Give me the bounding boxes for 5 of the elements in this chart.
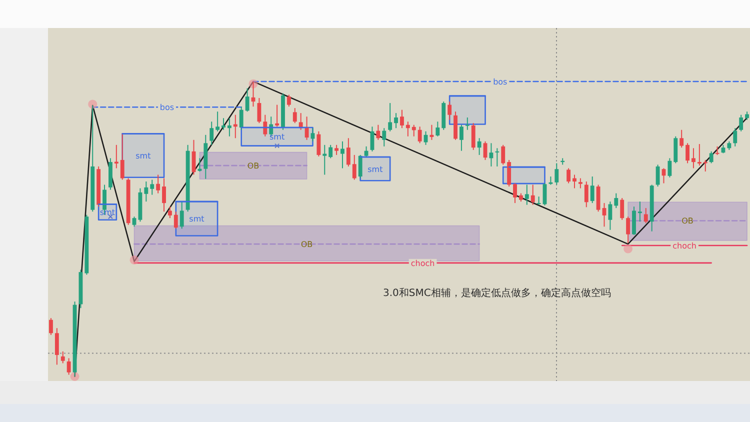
point [624, 244, 633, 254]
point [130, 255, 139, 264]
annotation: 3.0和SMC相辅，是确定低点做多，确定高点做空吗 [383, 288, 611, 299]
point [88, 100, 98, 109]
point [274, 143, 280, 148]
